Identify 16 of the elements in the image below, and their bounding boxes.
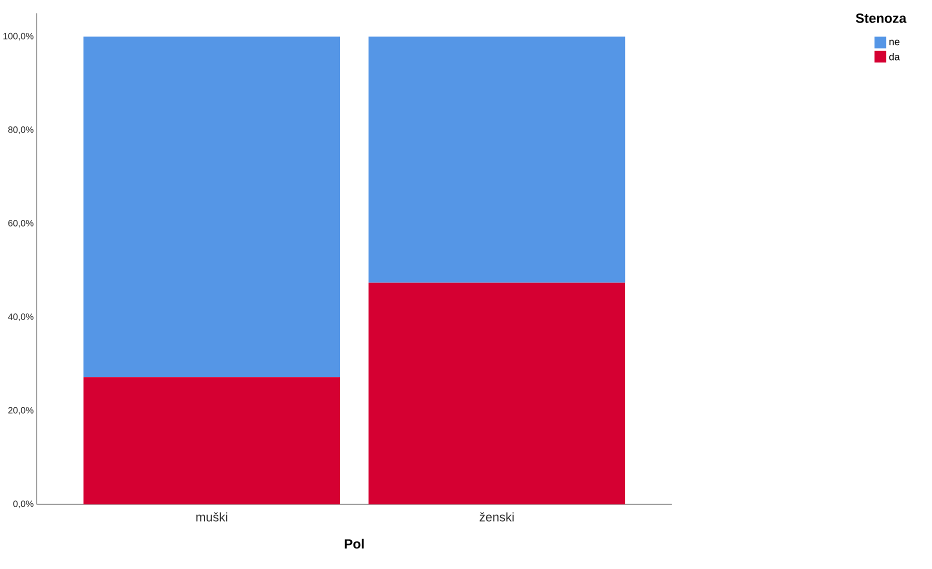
y-tick-label: 40,0% bbox=[8, 314, 34, 322]
y-tick-label: 80,0% bbox=[8, 126, 34, 134]
bar bbox=[368, 36, 626, 283]
y-tick-label: 0,0% bbox=[13, 500, 34, 508]
y-tick-label: 20,0% bbox=[8, 407, 34, 415]
y-tick-label: 60,0% bbox=[8, 220, 34, 228]
bar bbox=[83, 377, 340, 505]
bar bbox=[83, 36, 340, 378]
x-tick-label: ženski bbox=[480, 512, 514, 522]
x-axis-title: Pol bbox=[344, 539, 364, 549]
legend-label: ne bbox=[889, 40, 900, 46]
legend-label: da bbox=[889, 53, 900, 61]
bar bbox=[368, 282, 626, 505]
y-tick-label: 100,0% bbox=[3, 33, 34, 41]
legend-title: Stenoza bbox=[856, 14, 907, 24]
x-tick-label: muški bbox=[196, 512, 228, 522]
